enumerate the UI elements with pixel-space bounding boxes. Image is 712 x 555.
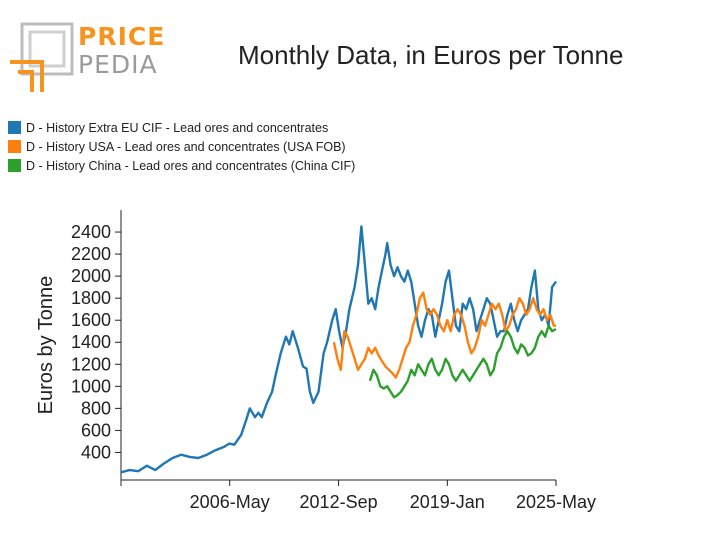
y-tick-label: 2000 (71, 266, 111, 286)
y-tick-label: 1400 (71, 332, 111, 352)
y-tick-label: 2200 (71, 244, 111, 264)
legend-item[interactable]: D - History China - Lead ores and concen… (8, 156, 355, 175)
legend-item[interactable]: D - History USA - Lead ores and concentr… (8, 137, 355, 156)
y-tick-label: 600 (81, 420, 111, 440)
y-axis-title: Euros by Tonne (35, 276, 57, 415)
legend-swatch (8, 121, 21, 134)
logo-mark (10, 22, 74, 92)
pricepedia-logo: PRICE PEDIA (8, 22, 168, 92)
logo-word-pedia: PEDIA (78, 50, 158, 79)
y-tick-label: 1800 (71, 288, 111, 308)
y-tick-label: 1000 (71, 376, 111, 396)
y-tick-label: 1200 (71, 354, 111, 374)
x-tick-label: 2019-Jan (410, 492, 485, 512)
legend-swatch (8, 159, 21, 172)
chart-title: Monthly Data, in Euros per Tonne (238, 40, 624, 70)
series-line (368, 324, 557, 399)
logo-word-price: PRICE (78, 22, 166, 51)
series-line (332, 291, 556, 379)
y-tick-label: 400 (81, 442, 111, 462)
y-tick-label: 2400 (71, 222, 111, 242)
legend-label: D - History USA - Lead ores and concentr… (26, 139, 346, 154)
x-tick-label: 2012-Sep (300, 492, 378, 512)
legend-label: D - History China - Lead ores and concen… (26, 158, 356, 173)
x-tick-label: 2025-May (516, 492, 596, 512)
legend-swatch (8, 140, 21, 153)
legend-label: D - History Extra EU CIF - Lead ores and… (26, 120, 329, 135)
y-tick-label: 1600 (71, 310, 111, 330)
y-tick-label: 800 (81, 398, 111, 418)
chart-legend: D - History Extra EU CIF - Lead ores and… (8, 118, 355, 175)
legend-item[interactable]: D - History Extra EU CIF - Lead ores and… (8, 118, 355, 137)
series-line (120, 225, 557, 474)
x-tick-label: 2006-May (190, 492, 270, 512)
